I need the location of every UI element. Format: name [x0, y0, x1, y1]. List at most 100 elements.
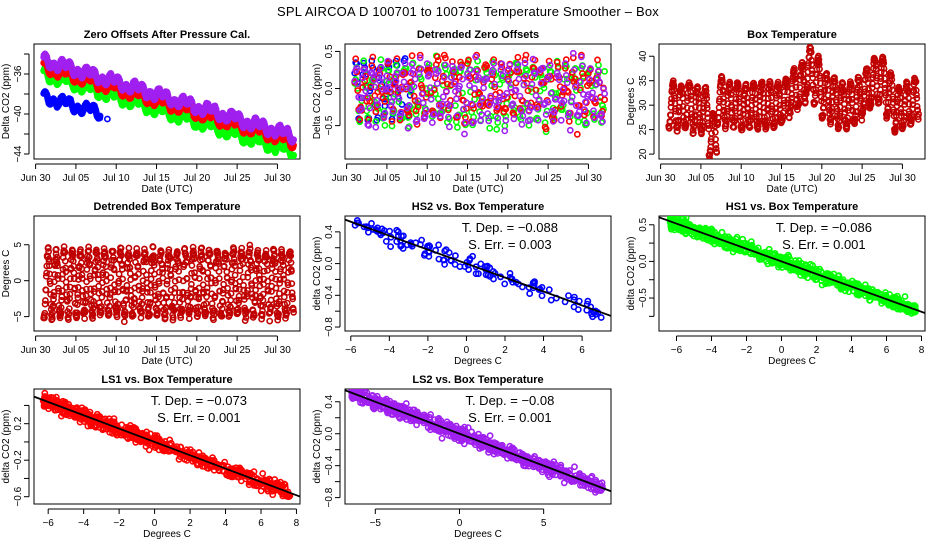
data-point	[105, 310, 113, 318]
data-point	[667, 111, 675, 119]
data-point	[491, 83, 499, 91]
data-point	[575, 118, 582, 126]
x-tick-label: Jul 05	[688, 173, 715, 184]
data-point	[78, 259, 85, 267]
data-point	[682, 122, 690, 130]
data-point	[908, 111, 916, 119]
data-point	[601, 90, 608, 97]
data-point	[779, 113, 787, 121]
data-point	[912, 78, 920, 85]
data-point	[186, 307, 194, 314]
data-point	[575, 112, 582, 120]
data-point	[819, 111, 827, 119]
data-point	[150, 252, 157, 259]
data-point	[523, 99, 531, 107]
data-point	[571, 83, 579, 91]
data-point	[140, 245, 148, 253]
data-point	[204, 269, 212, 277]
data-point	[143, 288, 151, 296]
data-point	[130, 294, 138, 302]
data-point	[98, 293, 106, 301]
data-point	[371, 83, 379, 91]
data-point	[394, 88, 402, 96]
data-point	[186, 303, 194, 311]
data-point	[150, 259, 158, 266]
data-point	[122, 296, 130, 303]
data-point	[699, 122, 706, 130]
data-point	[598, 110, 605, 118]
data-point	[565, 109, 573, 117]
page-title: SPL AIRCOA D 100701 to 100731 Temperatur…	[277, 4, 659, 19]
x-tick-label: Jul 10	[103, 173, 130, 184]
data-point	[169, 314, 177, 321]
y-axis-label: Degrees C	[626, 78, 637, 126]
data-point	[860, 99, 868, 106]
data-point	[722, 120, 730, 128]
x-tick-label: Jul 10	[414, 173, 441, 184]
data-point	[545, 73, 553, 80]
data-point	[509, 100, 517, 108]
data-point	[787, 98, 795, 106]
x-tick-label: Jul 15	[454, 173, 481, 184]
data-point	[590, 107, 597, 115]
x-tick-label: Jul 20	[183, 173, 210, 184]
data-point	[190, 255, 198, 263]
data-point	[443, 80, 451, 88]
data-point	[734, 82, 742, 90]
data-point	[246, 241, 254, 249]
data-point	[134, 252, 141, 260]
data-point	[547, 89, 555, 97]
data-point	[54, 275, 62, 283]
x-tick-label: Jul 15	[143, 345, 170, 356]
data-point	[174, 259, 182, 267]
data-point	[557, 116, 565, 124]
data-point	[41, 309, 49, 317]
series-Box	[665, 44, 922, 159]
data-point	[743, 85, 751, 93]
data-point	[595, 61, 602, 69]
data-point	[146, 310, 153, 318]
x-axis-label: Date (UTC)	[452, 184, 503, 195]
data-point	[441, 64, 449, 72]
data-point	[369, 53, 377, 61]
data-point	[252, 286, 259, 294]
data-point	[50, 295, 57, 303]
data-point	[95, 282, 103, 290]
y-tick-label: 30	[638, 99, 649, 111]
data-point	[96, 112, 104, 120]
data-point	[384, 57, 392, 65]
data-point	[542, 111, 550, 118]
data-point	[78, 271, 86, 279]
data-point	[187, 280, 195, 288]
data-point	[430, 110, 438, 118]
data-point	[502, 105, 510, 113]
data-point	[203, 284, 211, 292]
data-point	[52, 245, 60, 253]
data-point	[354, 87, 362, 94]
data-point	[559, 86, 567, 93]
data-point	[892, 118, 900, 126]
data-point	[215, 268, 223, 275]
data-point	[71, 284, 79, 292]
data-point	[126, 270, 134, 277]
data-point	[698, 130, 705, 138]
data-point	[404, 124, 412, 132]
data-point	[263, 253, 271, 261]
data-point	[816, 65, 823, 73]
data-point	[395, 95, 403, 102]
data-point	[502, 117, 510, 124]
data-point	[385, 79, 393, 86]
data-point	[212, 279, 219, 287]
y-tick-label: 0	[13, 277, 24, 283]
data-point	[154, 306, 162, 314]
data-point	[877, 75, 885, 82]
data-point	[855, 74, 863, 81]
data-point	[807, 49, 815, 56]
data-point	[601, 96, 608, 104]
data-point	[218, 305, 226, 313]
plot-area	[665, 44, 922, 159]
data-point	[493, 125, 501, 133]
data-point	[441, 54, 449, 62]
data-point	[89, 311, 97, 319]
data-point	[230, 248, 238, 256]
